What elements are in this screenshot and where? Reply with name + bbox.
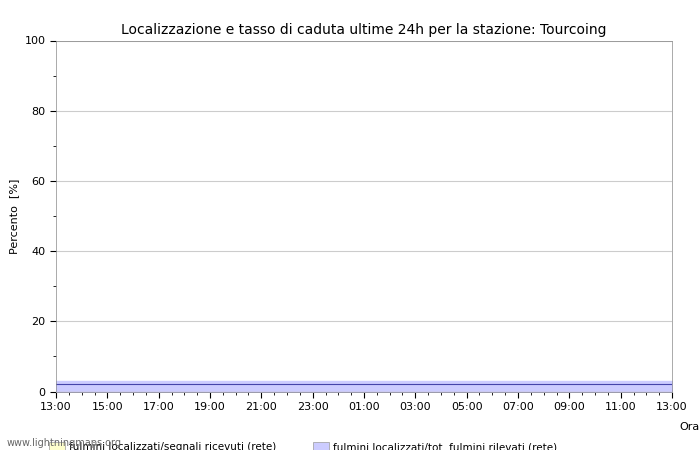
Text: www.lightningmaps.org: www.lightningmaps.org <box>7 438 122 448</box>
Title: Localizzazione e tasso di caduta ultime 24h per la stazione: Tourcoing: Localizzazione e tasso di caduta ultime … <box>121 22 607 36</box>
Text: Orario: Orario <box>679 422 700 432</box>
Legend: fulmini localizzati/segnali ricevuti (rete), fulmini localizzati/segnali ricevut: fulmini localizzati/segnali ricevuti (re… <box>49 442 586 450</box>
Y-axis label: Percento  [%]: Percento [%] <box>9 178 19 254</box>
